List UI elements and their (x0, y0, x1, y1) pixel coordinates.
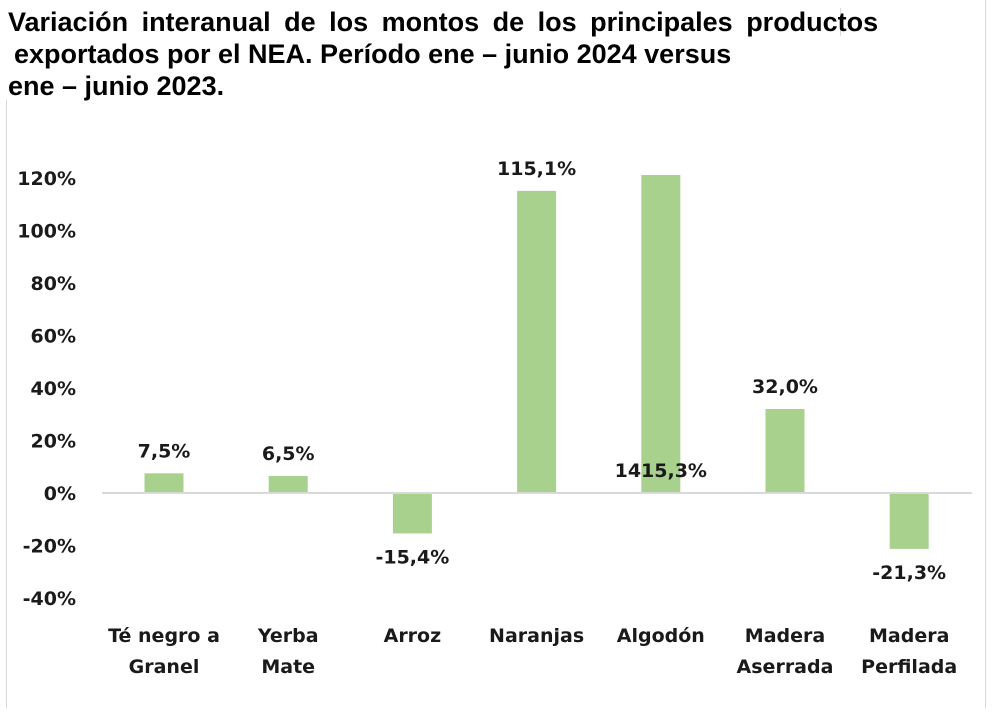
data-label: 6,5% (262, 443, 315, 465)
category-label: Té negro a (108, 625, 220, 647)
category-label: Granel (129, 656, 200, 678)
chart-title-line-3: ene – junio 2023. (8, 71, 225, 101)
chart-title-line-1: Variación interanual de los montos de lo… (8, 7, 879, 37)
y-tick-label: 100% (17, 221, 76, 243)
category-label: Perfilada (861, 656, 957, 678)
y-tick-label: -40% (23, 588, 76, 610)
data-label: 7,5% (138, 440, 191, 462)
data-label: -21,3% (872, 562, 946, 584)
category-label: Aserrada (737, 656, 834, 678)
y-tick-label: 40% (31, 378, 76, 400)
category-label: Mate (261, 656, 315, 678)
category-label: Madera (745, 625, 825, 647)
title-separator (840, 8, 841, 36)
data-label: -15,4% (375, 546, 449, 568)
category-label: Madera (869, 625, 949, 647)
data-label: 32,0% (752, 376, 818, 398)
bar (765, 409, 805, 493)
data-labels: 7,5% 6,5% -15,4% 115,1% 1415,3% 32,0% -21,3% (138, 158, 946, 584)
bar (517, 190, 557, 494)
category-label: Naranjas (489, 625, 584, 647)
y-tick-label: 0% (44, 483, 76, 505)
data-label: 1415,3% (615, 460, 707, 482)
bar (392, 493, 432, 534)
bar (889, 493, 929, 549)
y-tick-label: 120% (17, 168, 76, 190)
frame-right-border (985, 0, 986, 708)
bar (268, 475, 308, 493)
category-label: Algodón (617, 625, 705, 647)
chart-title-line-2: exportados por el NEA. Período ene – jun… (14, 39, 732, 69)
y-tick-label: 20% (31, 431, 76, 453)
y-axis-ticks: 120% 100% 80% 60% 40% 20% 0% -20% -40% (17, 168, 76, 610)
category-labels: Té negro a Granel Yerba Mate Arroz Naranjas Al… (108, 625, 957, 678)
category-label: Arroz (384, 625, 442, 647)
y-tick-label: 60% (31, 326, 76, 348)
data-label: 115,1% (497, 158, 576, 180)
bar (144, 473, 184, 493)
bar (641, 175, 681, 493)
category-label: Yerba (257, 625, 319, 647)
y-tick-label: 80% (31, 273, 76, 295)
y-tick-label: -20% (23, 536, 76, 558)
frame-left-border (6, 100, 7, 708)
chart-title: Variación interanual de los montos de lo… (8, 6, 988, 102)
bars (144, 175, 929, 549)
